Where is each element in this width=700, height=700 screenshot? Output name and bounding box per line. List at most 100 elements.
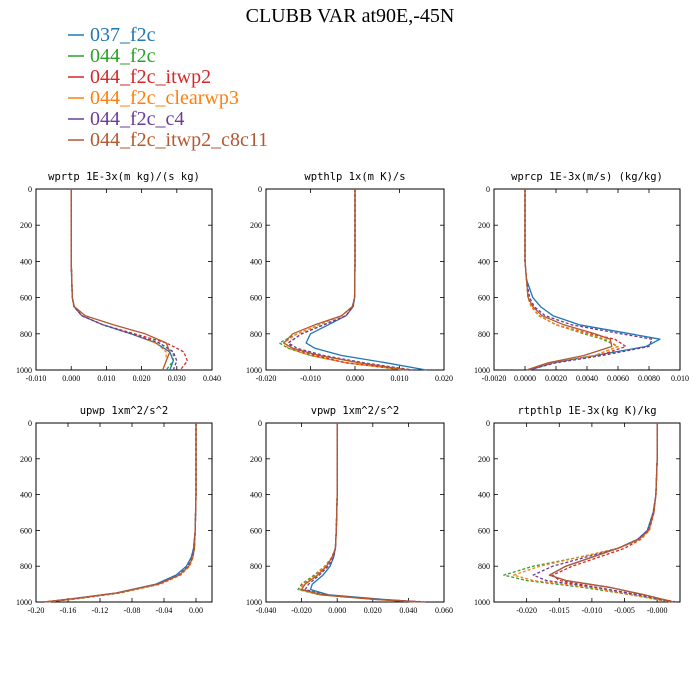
series-line xyxy=(524,189,613,371)
panels: wprtp 1E-3x(m kg)/(s kg) 0 200 400 600 800 100… xyxy=(16,171,689,615)
chart-panel: upwp 1xm^2/s^2 0 200 400 600 800 1000-0.20 -0.1… xyxy=(16,405,213,615)
x-tick-label: -0.0020 xyxy=(482,374,507,383)
legend-label: 044_f2c_itwp2 xyxy=(90,66,211,88)
x-tick-label: 0.060 xyxy=(435,606,453,615)
series-line xyxy=(305,189,427,371)
series-line xyxy=(70,189,189,371)
series-line xyxy=(278,189,405,371)
plot-frame xyxy=(493,422,681,603)
y-tick-label: 400 xyxy=(478,257,490,266)
y-tick-label: 800 xyxy=(250,562,262,571)
legend-entry: 037_f2c xyxy=(68,24,156,46)
series-line xyxy=(43,423,197,603)
series-line xyxy=(70,189,178,371)
y-tick-label: 600 xyxy=(20,294,32,303)
x-tick-label: -0.12 xyxy=(92,606,109,615)
series-line xyxy=(47,423,197,603)
x-tick-label: 0.000 xyxy=(328,606,346,615)
y-tick-label: 1000 xyxy=(474,366,490,375)
panel-title: rtpthlp 1E-3x(kg K)/kg xyxy=(517,405,656,417)
series-line xyxy=(43,423,197,603)
legend-entry: 044_f2c_clearwp3 xyxy=(68,87,239,109)
y-tick-label: 1000 xyxy=(246,366,262,375)
legend: 037_f2c044_f2c044_f2c_itwp2044_f2c_clear… xyxy=(68,24,268,151)
y-tick-label: 0 xyxy=(258,419,262,428)
y-tick-label: 600 xyxy=(20,526,32,535)
series-line xyxy=(70,189,167,371)
y-tick-label: 200 xyxy=(478,221,490,230)
y-tick-label: 1000 xyxy=(16,598,32,607)
y-tick-label: 200 xyxy=(250,221,262,230)
x-tick-label: 0.0040 xyxy=(576,374,598,383)
panel-title: vpwp 1xm^2/s^2 xyxy=(311,405,400,417)
plot-frame xyxy=(35,188,213,371)
y-tick-label: 0 xyxy=(486,185,490,194)
series-line xyxy=(524,189,619,371)
legend-entry: 044_f2c xyxy=(68,45,156,67)
x-tick-label: -0.015 xyxy=(549,606,570,615)
x-tick-label: -0.000 xyxy=(647,606,668,615)
series-line xyxy=(524,189,619,371)
x-tick-label: 0.010 xyxy=(97,374,115,383)
series-line xyxy=(297,423,418,603)
plot-frame xyxy=(35,422,213,603)
series-line xyxy=(300,423,420,603)
y-tick-label: 0 xyxy=(28,419,32,428)
y-tick-label: 400 xyxy=(20,257,32,266)
legend-label: 044_f2c_clearwp3 xyxy=(90,87,239,109)
y-tick-label: 400 xyxy=(20,491,32,500)
y-tick-label: 400 xyxy=(250,257,262,266)
x-tick-label: 0.0080 xyxy=(638,374,660,383)
legend-label: 037_f2c xyxy=(90,24,156,46)
x-tick-label: -0.005 xyxy=(614,606,635,615)
series-line xyxy=(43,423,197,603)
x-tick-label: 0.000 xyxy=(346,374,364,383)
x-tick-label: 0.00 xyxy=(189,606,203,615)
series-line xyxy=(283,189,409,371)
panel-title: upwp 1xm^2/s^2 xyxy=(80,405,169,417)
legend-entry: 044_f2c_itwp2 xyxy=(68,66,211,88)
y-tick-label: 400 xyxy=(478,491,490,500)
figure-title: CLUBB VAR at90E,-45N xyxy=(246,5,455,27)
y-tick-label: 600 xyxy=(250,526,262,535)
x-tick-label: -0.020 xyxy=(291,606,312,615)
series-line xyxy=(45,423,197,603)
x-tick-label: -0.040 xyxy=(256,606,277,615)
y-tick-label: 600 xyxy=(478,294,490,303)
x-tick-label: -0.16 xyxy=(60,606,77,615)
y-tick-label: 800 xyxy=(478,330,490,339)
y-tick-label: 1000 xyxy=(246,598,262,607)
legend-label: 044_f2c_c4 xyxy=(90,108,184,130)
y-tick-label: 0 xyxy=(486,419,490,428)
y-tick-label: 0 xyxy=(28,185,32,194)
series-line xyxy=(309,423,423,603)
x-tick-label: -0.020 xyxy=(256,374,277,383)
legend-entry: 044_f2c_itwp2_c8c11 xyxy=(68,129,268,151)
x-tick-label: -0.010 xyxy=(26,374,47,383)
x-tick-label: 0.0000 xyxy=(514,374,536,383)
legend-label: 044_f2c xyxy=(90,45,156,67)
y-tick-label: 800 xyxy=(250,330,262,339)
series-line xyxy=(70,189,171,371)
chart-panel: vpwp 1xm^2/s^2 0 200 400 600 800 1000-0.040 -0.… xyxy=(246,405,453,615)
series-line xyxy=(47,423,197,603)
y-tick-label: 600 xyxy=(478,526,490,535)
x-tick-label: -0.010 xyxy=(582,606,603,615)
x-tick-label: 0.0020 xyxy=(545,374,567,383)
y-tick-label: 1000 xyxy=(474,598,490,607)
y-tick-label: 1000 xyxy=(16,366,32,375)
plot-frame xyxy=(265,422,445,603)
panel-title: wprcp 1E-3x(m/s) (kg/kg) xyxy=(511,171,663,183)
chart-panel: rtpthlp 1E-3x(kg K)/kg 0 200 400 600 800 1000 -… xyxy=(474,405,681,615)
x-tick-label: 0.010 xyxy=(391,374,409,383)
x-tick-label: -0.04 xyxy=(156,606,173,615)
series-line xyxy=(524,189,661,371)
y-tick-label: 200 xyxy=(478,455,490,464)
chart-panel: wprcp 1E-3x(m/s) (kg/kg) 0 200 400 600 800 100… xyxy=(474,171,689,383)
y-tick-label: 800 xyxy=(20,330,32,339)
series-line xyxy=(548,423,674,603)
x-tick-label: -0.20 xyxy=(28,606,45,615)
panel-title: wpthlp 1x(m K)/s xyxy=(304,171,405,183)
x-tick-label: 0.040 xyxy=(203,374,221,383)
